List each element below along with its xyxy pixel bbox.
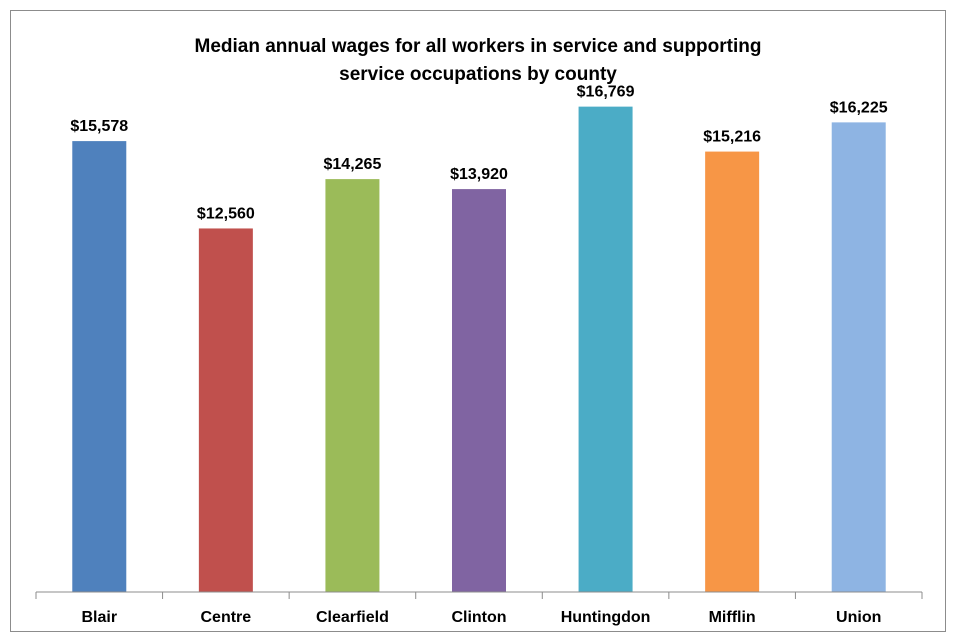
value-labels-group: $15,578 $12,560 $14,265 $13,920 $16,769 $15,2… bbox=[70, 84, 887, 223]
data-label-huntingdon: $16,769 bbox=[577, 84, 635, 101]
data-label-mifflin: $15,216 bbox=[703, 129, 761, 146]
x-axis-tick-labels-group: Blair Centre Clearfield Clinton Huntingdon Mi… bbox=[81, 609, 881, 626]
x-tick-label-blair: Blair bbox=[81, 609, 117, 626]
chart-frame: Median annual wages for all workers in s… bbox=[10, 10, 946, 632]
bar-huntingdon bbox=[578, 106, 633, 592]
bar-blair bbox=[72, 141, 127, 592]
data-label-centre: $12,560 bbox=[197, 205, 255, 222]
chart-title-line-2: service occupations by county bbox=[339, 64, 617, 85]
bar-union bbox=[831, 122, 886, 592]
x-tick-label-centre: Centre bbox=[201, 609, 252, 626]
bar-centre bbox=[198, 228, 253, 593]
bar-mifflin bbox=[705, 151, 760, 592]
data-label-clearfield: $14,265 bbox=[324, 156, 382, 173]
x-tick-label-huntingdon: Huntingdon bbox=[561, 609, 651, 626]
x-tick-label-union: Union bbox=[836, 609, 881, 626]
data-label-union: $16,225 bbox=[830, 99, 888, 116]
x-tick-label-mifflin: Mifflin bbox=[709, 609, 756, 626]
bars-group bbox=[72, 106, 886, 593]
x-tick-label-clearfield: Clearfield bbox=[316, 609, 389, 626]
chart-title: Median annual wages for all workers in s… bbox=[11, 33, 945, 89]
data-label-blair: $15,578 bbox=[70, 118, 128, 135]
data-label-clinton: $13,920 bbox=[450, 166, 508, 183]
x-axis-ticks-group bbox=[35, 592, 923, 599]
chart-title-line-1: Median annual wages for all workers in s… bbox=[194, 36, 762, 57]
bar-clearfield bbox=[325, 179, 380, 593]
bar-clinton bbox=[452, 189, 506, 593]
x-tick-label-clinton: Clinton bbox=[451, 609, 506, 626]
bar-chart-plot: $15,578 $12,560 $14,265 $13,920 $16,769 $15,2… bbox=[35, 84, 923, 626]
